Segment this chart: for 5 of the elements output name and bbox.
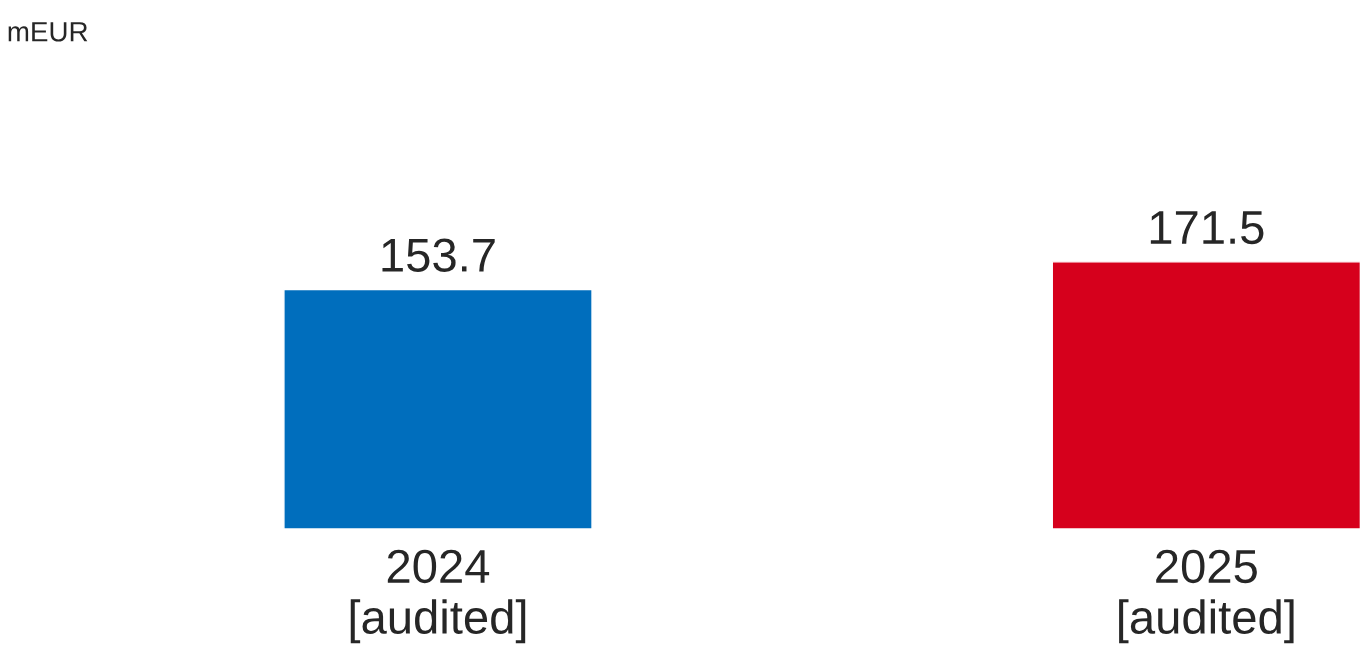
data-label: 171.5 bbox=[1150, 211, 1264, 245]
x-tick-label: 2025 [audited] bbox=[1119, 549, 1294, 644]
text: mEUR bbox=[8, 22, 88, 42]
x-tick-label: 2024 [audited] bbox=[350, 549, 526, 644]
data-label: 153.7 bbox=[382, 238, 495, 272]
